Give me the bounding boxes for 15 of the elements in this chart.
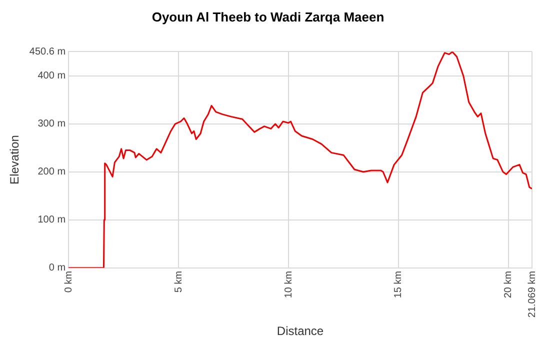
x-tick-label: 10 km: [283, 270, 294, 298]
x-tick-label: 5 km: [173, 270, 184, 293]
x-tick-label: 15 km: [393, 270, 404, 298]
x-tick-label: 20 km: [503, 270, 514, 298]
y-tick-label: 400 m: [38, 70, 66, 82]
y-axis-title: Elevation: [8, 135, 22, 184]
y-tick-label: 200 m: [38, 166, 66, 178]
x-tick-label: 0 km: [63, 270, 74, 293]
chart-title: Oyoun Al Theeb to Wadi Zarqa Maeen: [152, 9, 384, 24]
y-tick-label: 450.6 m: [29, 46, 66, 58]
y-tick-label: 100 m: [38, 214, 66, 226]
x-axis-title: Distance: [276, 324, 324, 338]
x-tick-label: 21.069 km: [526, 270, 538, 318]
y-tick-label: 300 m: [38, 118, 66, 130]
y-tick-label: 0 m: [48, 262, 66, 274]
